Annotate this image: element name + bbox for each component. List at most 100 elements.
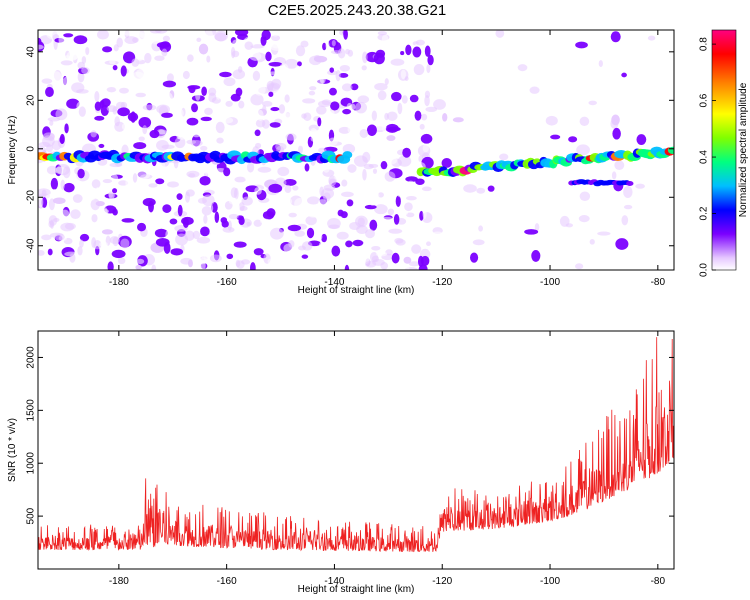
spectrogram-cell — [390, 58, 405, 66]
spectrogram-cell — [108, 67, 115, 76]
spectrogram-cell — [336, 231, 349, 240]
spectrogram-cell — [357, 95, 370, 104]
spectrogram-cell — [148, 183, 158, 188]
spectrogram-cell — [414, 110, 422, 121]
spectrogram-cell — [380, 160, 388, 170]
spectrogram-cell — [88, 188, 96, 201]
snr-border — [37, 330, 675, 570]
spectrogram-cell — [384, 171, 396, 182]
spectrogram-cell — [230, 93, 241, 102]
spectrogram-cell — [75, 188, 81, 195]
spectrogram-cell — [369, 251, 379, 263]
spectrogram-cell — [206, 55, 211, 63]
spectrogram-cell — [270, 106, 280, 112]
spectrogram-cell — [131, 58, 140, 67]
spectrogram-cell — [135, 68, 148, 79]
spectrogram-cell — [196, 37, 202, 43]
spectrogram-cell — [362, 168, 367, 181]
spectrogram-cell — [170, 248, 184, 256]
spectrogram-cell — [207, 229, 219, 241]
spectrogram-cell — [626, 180, 634, 186]
spectrogram-cell — [339, 112, 352, 125]
spectrogram-cell — [228, 197, 238, 205]
spectrogram-cell — [161, 144, 175, 150]
spectrogram-cell — [404, 202, 413, 212]
spectrogram-cell — [384, 53, 389, 62]
spectrogram-cell — [506, 102, 514, 111]
spectrogram-cell — [233, 247, 246, 254]
colorbar-label: Normalized spectral amplitude — [738, 82, 749, 217]
spectrogram-cell — [395, 195, 401, 207]
snr-ylabel: SNR (10 * v/v) — [7, 418, 18, 482]
spectrogram-cell — [112, 222, 121, 227]
spectrogram-cell — [234, 176, 246, 183]
spectrogram-cell — [370, 63, 380, 72]
spectrogram-cell — [70, 54, 78, 60]
spectrogram-cell — [117, 257, 126, 265]
spectrogram-cell — [44, 254, 56, 265]
spectrogram-cell — [265, 51, 272, 62]
colorbar: 0.0 0.2 0.4 0.6 0.8 Normalized spectral ampl… — [699, 29, 749, 277]
spectrogram-cell — [327, 218, 341, 229]
spectrogram-cell — [220, 117, 234, 124]
spectrogram-cell — [313, 54, 321, 62]
spectrogram-cell — [139, 30, 147, 38]
spectrogram-cell — [156, 41, 171, 48]
spectrogram-cell — [338, 126, 351, 134]
spectrogram-cell — [176, 193, 183, 201]
spectrogram-cell — [121, 123, 127, 130]
spectrogram-cell — [388, 228, 403, 234]
spectrogram-cell — [229, 59, 243, 64]
spectrogram-cell — [372, 168, 378, 174]
spectrogram-cell — [69, 253, 76, 263]
spectrogram-cell — [432, 231, 443, 236]
spectrogram-cell — [268, 61, 283, 67]
spectrogram-cell — [349, 32, 361, 37]
spectrogram-cell — [323, 192, 331, 202]
spectrogram-cell — [328, 137, 338, 146]
spectrogram-cell — [109, 60, 116, 65]
spectrogram-cell — [329, 110, 335, 117]
spectrogram-cell — [98, 143, 105, 149]
spectrogram-cell — [470, 200, 476, 209]
spectrogram-cell — [433, 99, 446, 110]
spectrogram-cell — [318, 85, 326, 94]
spectrogram-cell — [426, 241, 431, 246]
spectrogram-cell — [55, 108, 68, 121]
spectrogram-cell — [63, 182, 75, 193]
spectrogram-cell — [162, 35, 171, 42]
spectrogram-cell — [308, 211, 322, 218]
spectrogram-cell — [131, 196, 143, 205]
spectrogram-cell — [254, 129, 261, 137]
spectrogram-cell — [157, 161, 166, 171]
x-tick-label: -180 — [109, 576, 129, 587]
spectrogram-cell — [352, 207, 365, 213]
y-tick-label: 40 — [26, 46, 37, 58]
spectrogram-cell — [255, 119, 266, 128]
spectrogram-cell — [177, 204, 183, 217]
spectrogram-cell — [601, 89, 608, 99]
spectrogram-cell — [283, 178, 297, 186]
spectrogram-cell — [234, 30, 249, 37]
spectrogram-cell — [201, 86, 207, 97]
spectrogram-cell — [271, 31, 279, 37]
spectrogram-cell — [84, 72, 90, 85]
spectrogram-cell — [316, 68, 325, 77]
spectrogram-cell — [559, 226, 572, 233]
spectrogram-cell — [342, 143, 356, 154]
spectrogram-cell — [412, 46, 422, 58]
snr-panel: -180 -160 -140 -120 -100 -80 500 1000 1500 2000 H… — [7, 330, 675, 595]
spectrogram-cell — [107, 261, 114, 270]
spectrogram-cell — [94, 101, 102, 112]
snr-axes: -180 -160 -140 -120 -100 -80 500 1000 1500 2000 — [26, 331, 674, 587]
spectrogram-cell — [343, 30, 348, 40]
spectrogram-cell — [64, 222, 76, 230]
spectrogram-cell — [262, 210, 275, 220]
spectrogram-cell — [138, 116, 152, 129]
spectrogram-cell — [589, 239, 595, 245]
spectrogram-cell — [241, 86, 250, 94]
spectrogram-cell — [38, 196, 44, 208]
spectrogram-cell — [420, 226, 433, 236]
spectrogram-cell — [524, 229, 539, 235]
